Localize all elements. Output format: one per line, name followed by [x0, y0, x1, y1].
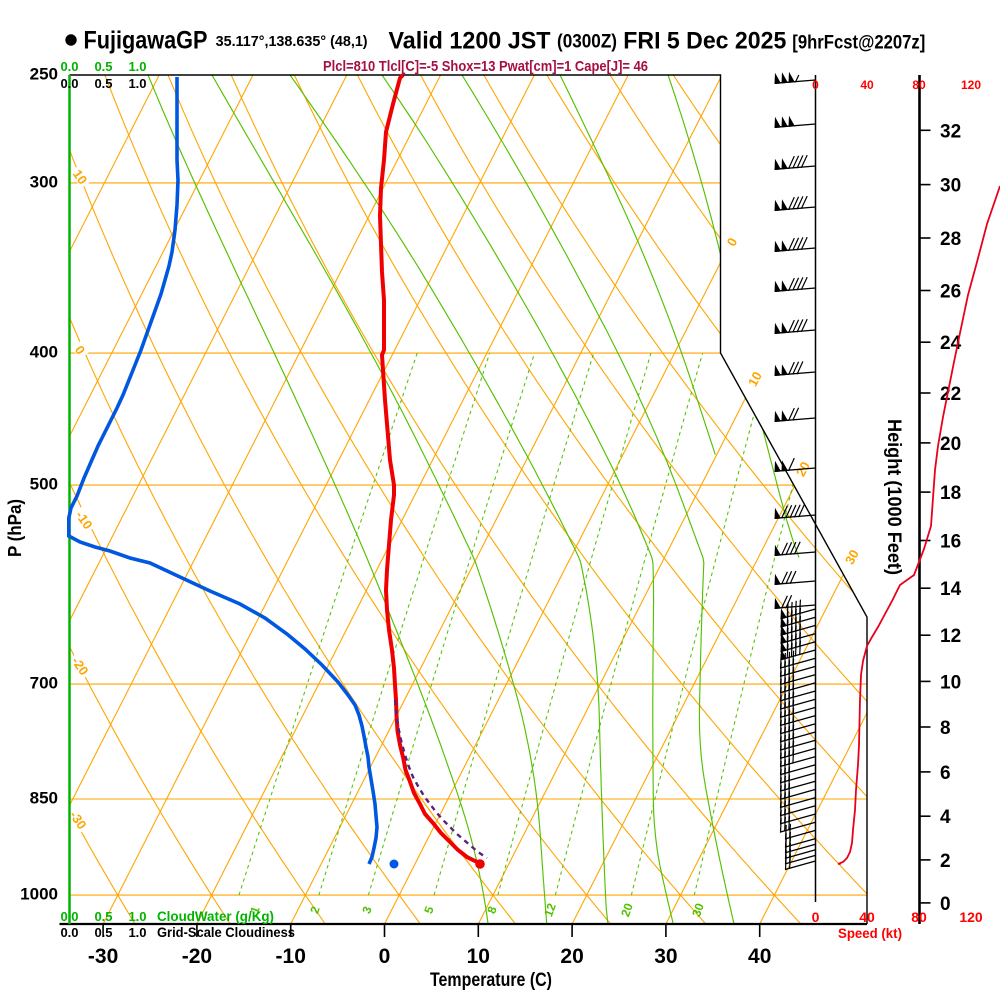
svg-text:0.0: 0.0	[60, 59, 78, 74]
svg-text:26: 26	[940, 282, 961, 303]
svg-text:400: 400	[30, 343, 58, 362]
svg-text:CloudWater (g/Kg): CloudWater (g/Kg)	[157, 908, 274, 924]
svg-text:Temperature (C): Temperature (C)	[430, 970, 552, 991]
svg-text:80: 80	[912, 78, 926, 92]
svg-text:20: 20	[940, 434, 961, 455]
svg-text:120: 120	[961, 78, 981, 92]
svg-text:0.5: 0.5	[94, 925, 112, 940]
svg-text:(0300Z): (0300Z)	[557, 32, 617, 53]
svg-text:8: 8	[484, 904, 500, 915]
svg-text:-10: -10	[276, 945, 306, 968]
svg-text:700: 700	[30, 674, 58, 693]
svg-text:0: 0	[379, 945, 391, 968]
svg-text:12: 12	[541, 901, 559, 919]
svg-text:10: 10	[745, 369, 765, 389]
svg-text:1.0: 1.0	[128, 909, 146, 924]
svg-text:10: 10	[70, 167, 91, 187]
svg-text:0: 0	[940, 894, 951, 915]
svg-text:FRI 5 Dec 2025: FRI 5 Dec 2025	[623, 28, 786, 55]
svg-text:30: 30	[654, 945, 677, 968]
svg-text:FujigawaGP: FujigawaGP	[84, 27, 208, 55]
svg-text:32: 32	[940, 121, 961, 142]
svg-text:0: 0	[812, 78, 819, 92]
svg-text:6: 6	[940, 763, 951, 784]
svg-text:250: 250	[30, 65, 58, 84]
svg-text:0.5: 0.5	[94, 76, 112, 91]
svg-text:30: 30	[842, 547, 862, 567]
svg-text:20: 20	[618, 901, 636, 919]
svg-text:0.0: 0.0	[60, 925, 78, 940]
svg-text:1.0: 1.0	[128, 59, 146, 74]
svg-text:1000: 1000	[20, 885, 58, 904]
svg-text:3: 3	[359, 904, 375, 915]
svg-text:P (hPa): P (hPa)	[5, 499, 25, 557]
svg-text:1: 1	[247, 904, 263, 915]
svg-text:16: 16	[940, 532, 961, 553]
svg-text:Valid 1200 JST: Valid 1200 JST	[389, 28, 551, 55]
svg-text:1.0: 1.0	[128, 925, 146, 940]
svg-text:300: 300	[30, 172, 58, 191]
svg-text:80: 80	[911, 909, 927, 925]
svg-text:Height (1000 Feet): Height (1000 Feet)	[883, 419, 904, 575]
svg-text:0.0: 0.0	[60, 76, 78, 91]
svg-text:Speed (kt): Speed (kt)	[838, 925, 902, 941]
svg-text:30: 30	[940, 176, 961, 197]
svg-text:-20: -20	[182, 945, 212, 968]
svg-text:10: 10	[467, 945, 490, 968]
svg-text:Grid-Scale Cloudiness: Grid-Scale Cloudiness	[157, 924, 295, 940]
svg-text:Plcl=810 Tlcl[C]=-5 Shox=13 Pw: Plcl=810 Tlcl[C]=-5 Shox=13 Pwat[cm]=1 C…	[323, 58, 648, 75]
svg-text:0: 0	[812, 909, 820, 925]
svg-text:0.0: 0.0	[60, 909, 78, 924]
svg-text:14: 14	[940, 579, 962, 600]
svg-text:0.5: 0.5	[94, 59, 112, 74]
svg-text:-30: -30	[88, 945, 118, 968]
svg-text:18: 18	[940, 483, 961, 504]
svg-text:2: 2	[940, 851, 951, 872]
svg-text:4: 4	[940, 807, 951, 828]
svg-text:30: 30	[689, 901, 707, 919]
svg-text:28: 28	[940, 229, 961, 250]
svg-text:850: 850	[30, 788, 58, 807]
svg-text:10: 10	[940, 672, 961, 693]
svg-text:40: 40	[748, 945, 771, 968]
svg-text:8: 8	[940, 718, 951, 739]
svg-text:500: 500	[30, 475, 58, 494]
svg-text:0.5: 0.5	[94, 909, 112, 924]
svg-text:2: 2	[307, 904, 323, 915]
svg-text:12: 12	[940, 626, 961, 647]
svg-text:5: 5	[421, 904, 437, 915]
svg-text:35.117°,138.635° (48,1): 35.117°,138.635° (48,1)	[216, 33, 368, 50]
svg-text:[9hrFcst@2207z]: [9hrFcst@2207z]	[792, 33, 925, 54]
svg-text:40: 40	[860, 78, 874, 92]
svg-text:1.0: 1.0	[128, 76, 146, 91]
svg-text:20: 20	[560, 945, 583, 968]
svg-text:40: 40	[859, 909, 875, 925]
svg-text:22: 22	[940, 384, 961, 405]
svg-text:120: 120	[959, 909, 983, 925]
